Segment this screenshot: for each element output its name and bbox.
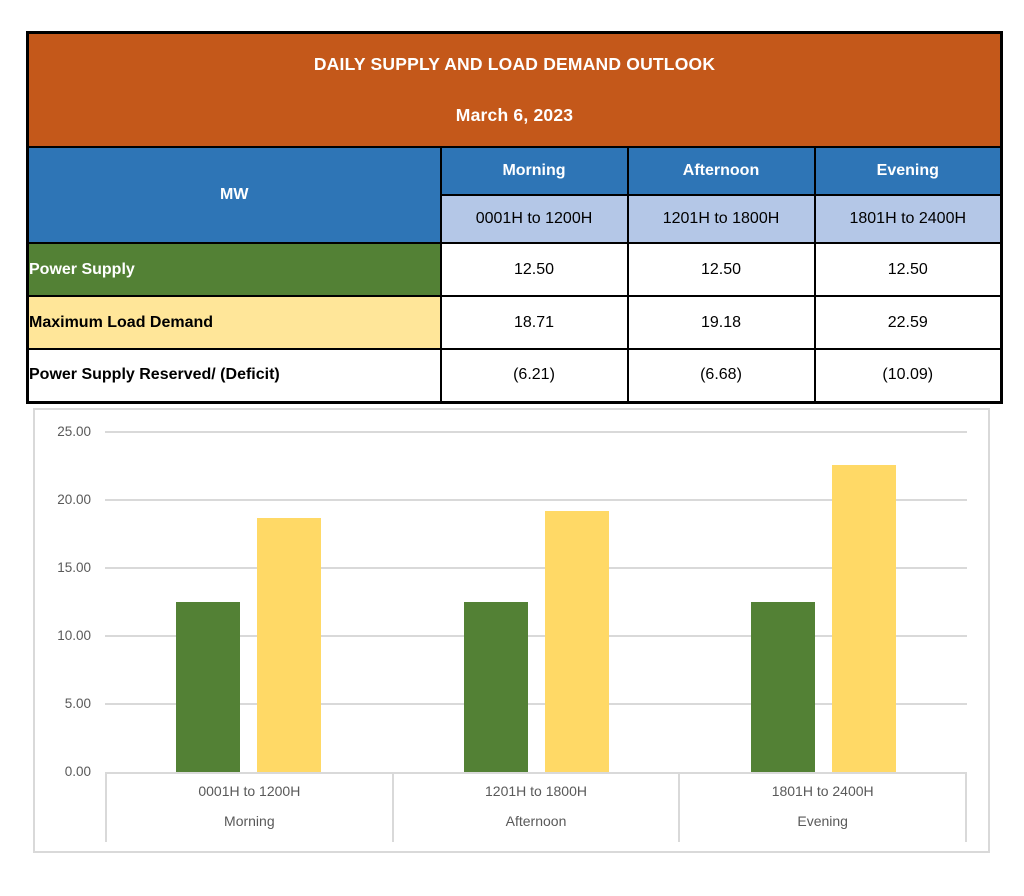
y-tick-label: 0.00: [64, 764, 91, 779]
period-header-afternoon: Afternoon: [626, 146, 816, 196]
plot-area: [105, 431, 967, 772]
row-label-reserve-deficit: Power Supply Reserved/ (Deficit): [26, 348, 442, 403]
bar-chart: 0001H to 1200H Morning 1201H to 1800H After…: [33, 408, 990, 853]
bar-power-supply-evening: [750, 602, 815, 772]
y-tick-label: 10.00: [57, 628, 91, 643]
hours-header-afternoon: 1201H to 1800H: [626, 194, 816, 244]
bar-maximum-load-demand-afternoon: [544, 511, 609, 772]
row-label-max-load-demand: Maximum Load Demand: [26, 295, 442, 350]
period-header-evening: Evening: [813, 146, 1003, 196]
gridline: [105, 635, 967, 637]
table-title-cell: DAILY SUPPLY AND LOAD DEMAND OUTLOOK Mar…: [26, 31, 1003, 148]
y-tick-label: 5.00: [64, 696, 91, 711]
gridline: [105, 499, 967, 501]
category-hours-label: 1201H to 1800H: [485, 783, 587, 799]
y-tick-label: 25.00: [57, 424, 91, 439]
value-deficit-morning: (6.21): [439, 348, 629, 403]
gridline: [105, 431, 967, 433]
value-supply-morning: 12.50: [439, 242, 629, 297]
hours-header-evening: 1801H to 2400H: [813, 194, 1003, 244]
x-axis: 0001H to 1200H Morning 1201H to 1800H After…: [105, 772, 967, 842]
gridline: [105, 567, 967, 569]
hours-header-morning: 0001H to 1200H: [439, 194, 629, 244]
gridline: [105, 703, 967, 705]
bar-maximum-load-demand-morning: [257, 517, 322, 772]
category-hours-label: 0001H to 1200H: [198, 783, 301, 799]
y-tick-label: 15.00: [57, 560, 91, 575]
table-date: March 6, 2023: [455, 105, 574, 125]
category-period-label: Afternoon: [505, 813, 567, 829]
category-period-label: Evening: [797, 813, 848, 829]
row-label-power-supply: Power Supply: [26, 242, 442, 297]
outlook-table: DAILY SUPPLY AND LOAD DEMAND OUTLOOK Mar…: [26, 31, 1004, 404]
category-group-evening: 1801H to 2400H Evening: [680, 774, 965, 842]
value-supply-evening: 12.50: [813, 242, 1003, 297]
table-title: DAILY SUPPLY AND LOAD DEMAND OUTLOOK: [313, 54, 716, 74]
unit-header-cell: MW: [26, 146, 442, 244]
category-hours-label: 1801H to 2400H: [771, 783, 874, 799]
bar-maximum-load-demand-evening: [831, 464, 896, 772]
value-demand-evening: 22.59: [813, 295, 1003, 350]
value-deficit-evening: (10.09): [813, 348, 1003, 403]
value-deficit-afternoon: (6.68): [626, 348, 816, 403]
category-group-afternoon: 1201H to 1800H Afternoon: [394, 774, 681, 842]
value-demand-afternoon: 19.18: [626, 295, 816, 350]
category-group-morning: 0001H to 1200H Morning: [107, 774, 394, 842]
bar-power-supply-morning: [176, 602, 241, 772]
y-tick-label: 20.00: [57, 492, 91, 507]
value-supply-afternoon: 12.50: [626, 242, 816, 297]
period-header-morning: Morning: [439, 146, 629, 196]
value-demand-morning: 18.71: [439, 295, 629, 350]
category-period-label: Morning: [224, 813, 275, 829]
bar-power-supply-afternoon: [463, 602, 528, 772]
